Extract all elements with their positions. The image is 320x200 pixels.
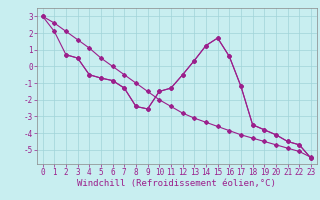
- X-axis label: Windchill (Refroidissement éolien,°C): Windchill (Refroidissement éolien,°C): [77, 179, 276, 188]
